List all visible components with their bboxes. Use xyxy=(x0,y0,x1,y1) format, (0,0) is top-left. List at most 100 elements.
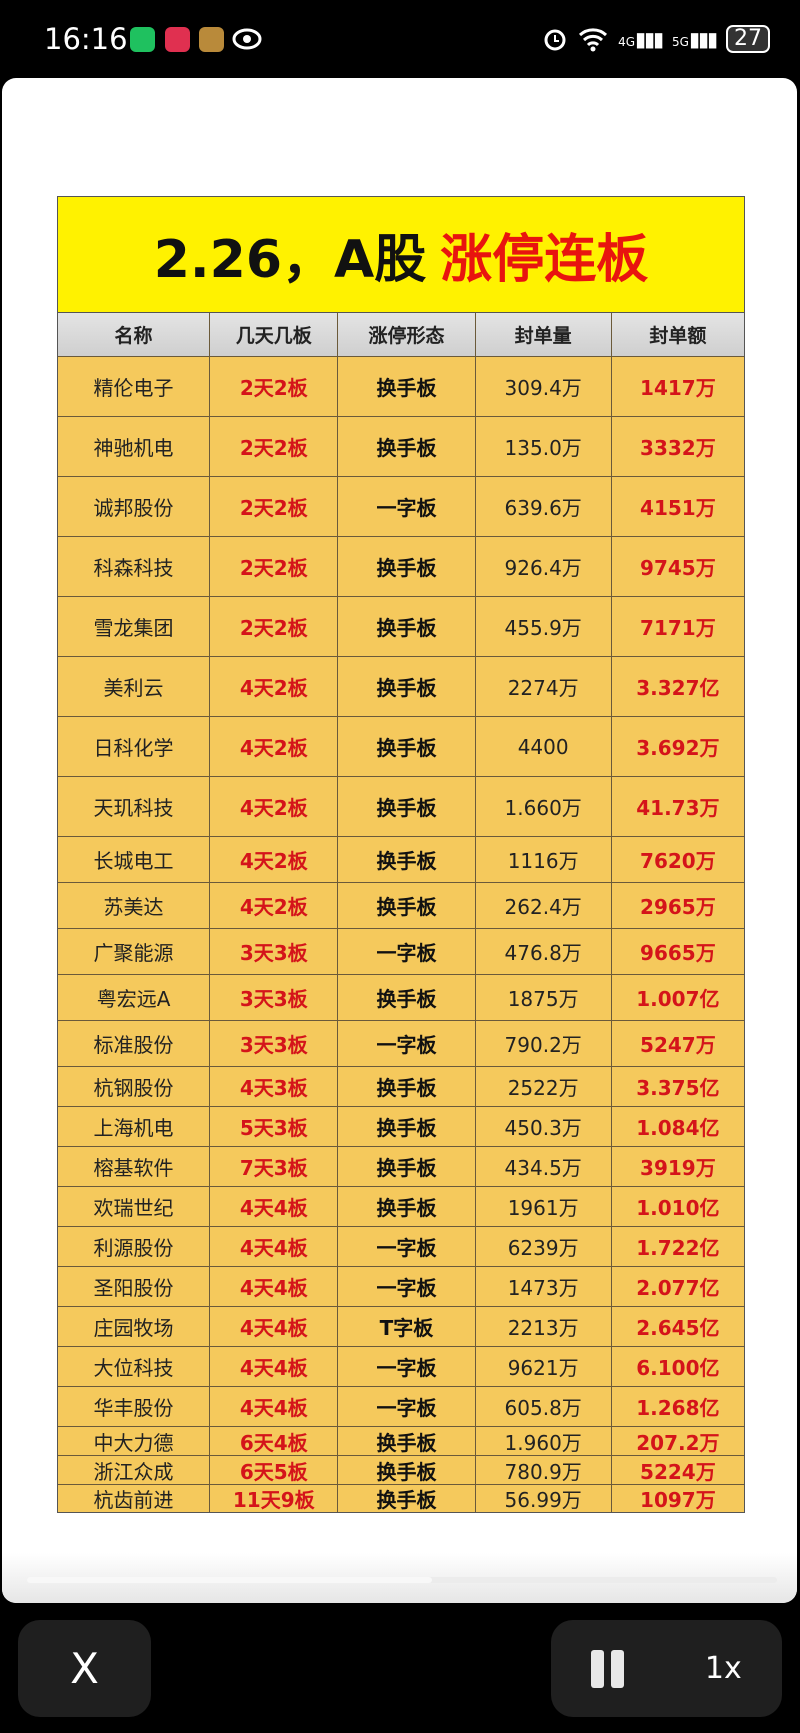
table-row: 标准股份 3天3板 一字板 790.2万 5247万 xyxy=(58,1021,744,1067)
board-count: 2天2板 xyxy=(210,537,339,596)
board-count: 4天2板 xyxy=(210,883,339,928)
wechat-icon xyxy=(130,27,155,52)
table-row: 杭齿前进 11天9板 换手板 56.99万 1097万 xyxy=(58,1485,744,1512)
order-amount: 2.645亿 xyxy=(636,1316,720,1340)
order-amount: 7620万 xyxy=(640,849,716,873)
limit-type: 换手板 xyxy=(338,837,476,882)
table-body: 精伦电子 2天2板 换手板 309.4万 1417万 神驰机电 2天2板 换手板 135.0万 3… xyxy=(58,357,744,1512)
stock-name: 苏美达 xyxy=(58,883,211,928)
limit-type: 一字板 xyxy=(338,1387,476,1426)
order-amount: 3.375亿 xyxy=(636,1076,720,1100)
alarm-icon xyxy=(544,29,566,51)
progress-bar[interactable] xyxy=(27,1577,777,1583)
title-date: 2.26，A股 xyxy=(153,230,427,290)
close-icon: X xyxy=(70,1644,99,1693)
stock-name: 圣阳股份 xyxy=(58,1267,211,1306)
table-row: 圣阳股份 4天4板 一字板 1473万 2.077亿 xyxy=(58,1267,744,1307)
speed-button[interactable]: 1x xyxy=(704,1651,742,1686)
board-count: 3天3板 xyxy=(210,975,339,1020)
limit-type: 换手板 xyxy=(338,657,476,716)
order-volume: 135.0万 xyxy=(476,417,612,476)
limit-type: 一字板 xyxy=(338,929,476,974)
table-row: 神驰机电 2天2板 换手板 135.0万 3332万 xyxy=(58,417,744,477)
table-row: 诚邦股份 2天2板 一字板 639.6万 4151万 xyxy=(58,477,744,537)
playback-controls: 1x xyxy=(551,1620,782,1717)
limit-type: 换手板 xyxy=(338,975,476,1020)
order-amount: 6.100亿 xyxy=(636,1356,720,1380)
board-count: 4天2板 xyxy=(210,717,339,776)
limit-type: 一字板 xyxy=(338,1267,476,1306)
board-count: 4天4板 xyxy=(210,1227,339,1266)
order-volume: 6239万 xyxy=(476,1227,612,1266)
limit-type: 换手板 xyxy=(338,1107,476,1146)
column-header: 封单量 xyxy=(476,313,612,356)
order-amount: 207.2万 xyxy=(636,1430,720,1455)
table-row: 利源股份 4天4板 一字板 6239万 1.722亿 xyxy=(58,1227,744,1267)
stock-name: 神驰机电 xyxy=(58,417,211,476)
stock-name: 大位科技 xyxy=(58,1347,211,1386)
board-count: 4天4板 xyxy=(210,1387,339,1426)
order-volume: 1116万 xyxy=(476,837,612,882)
limit-type: 换手板 xyxy=(338,1427,476,1455)
limit-type: 换手板 xyxy=(338,1187,476,1226)
pause-icon[interactable] xyxy=(591,1649,625,1688)
board-count: 11天9板 xyxy=(210,1485,339,1512)
order-volume: 9621万 xyxy=(476,1347,612,1386)
order-volume: 2522万 xyxy=(476,1067,612,1106)
signal-4g-icon: 4G▮▮▮ xyxy=(618,27,664,51)
limit-type: 一字板 xyxy=(338,1347,476,1386)
stock-name: 广聚能源 xyxy=(58,929,211,974)
order-volume: 434.5万 xyxy=(476,1147,612,1186)
signal-5g-icon: 5G▮▮▮ xyxy=(672,27,718,51)
order-volume: 309.4万 xyxy=(476,357,612,416)
order-volume: 2213万 xyxy=(476,1307,612,1346)
order-amount: 1097万 xyxy=(640,1488,716,1512)
order-amount: 3.692万 xyxy=(636,736,720,760)
table-row: 上海机电 5天3板 换手板 450.3万 1.084亿 xyxy=(58,1107,744,1147)
order-volume: 1875万 xyxy=(476,975,612,1020)
title-highlight: 涨停连板 xyxy=(440,230,649,290)
stock-name: 浙江众成 xyxy=(58,1456,211,1484)
stock-name: 诚邦股份 xyxy=(58,477,211,536)
table-row: 榕基软件 7天3板 换手板 434.5万 3919万 xyxy=(58,1147,744,1187)
limit-type: T字板 xyxy=(338,1307,476,1346)
stock-name: 天玑科技 xyxy=(58,777,211,836)
board-count: 2天2板 xyxy=(210,417,339,476)
limit-type: 一字板 xyxy=(338,1021,476,1066)
order-amount: 5224万 xyxy=(640,1459,716,1484)
stock-name: 长城电工 xyxy=(58,837,211,882)
progress-fill xyxy=(27,1577,432,1583)
board-count: 4天4板 xyxy=(210,1267,339,1306)
order-volume: 1.660万 xyxy=(476,777,612,836)
order-volume: 2274万 xyxy=(476,657,612,716)
order-amount: 1.268亿 xyxy=(636,1396,720,1420)
limit-type: 换手板 xyxy=(338,883,476,928)
table-row: 华丰股份 4天4板 一字板 605.8万 1.268亿 xyxy=(58,1387,744,1427)
order-volume: 450.3万 xyxy=(476,1107,612,1146)
order-volume: 605.8万 xyxy=(476,1387,612,1426)
column-header: 涨停形态 xyxy=(338,313,476,356)
limit-type: 换手板 xyxy=(338,597,476,656)
order-volume: 1.960万 xyxy=(476,1427,612,1455)
order-volume: 1961万 xyxy=(476,1187,612,1226)
wifi-icon xyxy=(579,28,608,52)
close-button[interactable]: X xyxy=(18,1620,151,1717)
limit-type: 换手板 xyxy=(338,777,476,836)
stock-name: 杭齿前进 xyxy=(58,1485,211,1512)
app-icon xyxy=(165,27,190,52)
network-5g-label: 5G xyxy=(672,35,689,49)
order-amount: 5247万 xyxy=(640,1033,716,1057)
stock-name: 标准股份 xyxy=(58,1021,211,1066)
board-count: 4天2板 xyxy=(210,777,339,836)
order-volume: 56.99万 xyxy=(476,1485,612,1512)
table-row: 天玑科技 4天2板 换手板 1.660万 41.73万 xyxy=(58,777,744,837)
order-amount: 3.327亿 xyxy=(636,676,720,700)
order-volume: 4400 xyxy=(476,717,612,776)
board-count: 4天2板 xyxy=(210,837,339,882)
stock-name: 雪龙集团 xyxy=(58,597,211,656)
stock-name: 杭钢股份 xyxy=(58,1067,211,1106)
order-amount: 1.722亿 xyxy=(636,1236,720,1260)
board-count: 4天4板 xyxy=(210,1187,339,1226)
board-count: 4天4板 xyxy=(210,1347,339,1386)
table-row: 粤宏远A 3天3板 换手板 1875万 1.007亿 xyxy=(58,975,744,1021)
